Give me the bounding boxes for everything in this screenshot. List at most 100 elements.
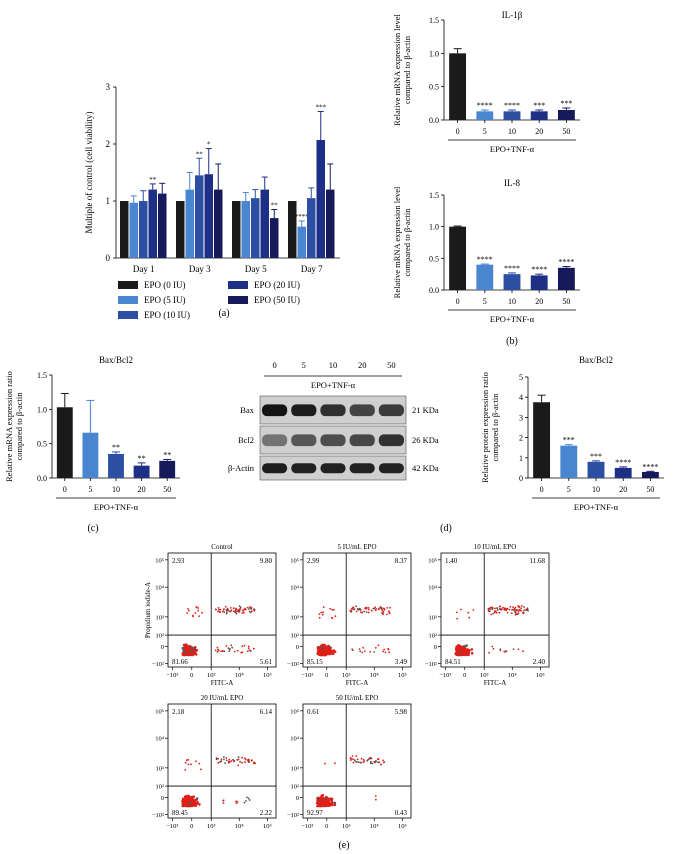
significance-label: *** <box>560 99 572 108</box>
x-tick-label: 10⁴ <box>508 672 518 679</box>
significance-label: *** <box>533 101 545 110</box>
flow-dot <box>331 617 334 619</box>
flow-dot <box>195 606 198 608</box>
significance-label: **** <box>477 101 493 110</box>
flow-dot <box>224 605 227 608</box>
flow-dot <box>219 611 222 613</box>
flow-dot <box>320 644 323 648</box>
flow-dot <box>217 649 220 652</box>
flow-dot <box>322 611 325 613</box>
flow-dot <box>360 761 362 764</box>
quadrant-value-lr: 2.40 <box>533 658 546 666</box>
x-tick-label: 20 <box>535 297 543 306</box>
flow-dot <box>527 609 529 612</box>
quadrant-value-ll: 84.51 <box>445 658 461 666</box>
flow-dot <box>357 608 360 611</box>
flow-dot <box>334 762 336 765</box>
flow-dot <box>370 757 373 760</box>
quadrant-value-ur: 5.98 <box>395 708 408 716</box>
x-tick-label: 20 <box>619 485 627 494</box>
bar <box>270 218 279 258</box>
flow-dot <box>190 799 194 802</box>
y-tick-label: 10³ <box>291 614 300 621</box>
flow-dot <box>460 649 463 652</box>
x-tick-label: 0 <box>456 127 460 136</box>
bar <box>251 198 260 258</box>
x-tick-label: 0 <box>190 672 193 679</box>
flow-dot <box>223 611 226 613</box>
flow-dot <box>375 608 378 610</box>
blot-band <box>378 434 404 447</box>
chart-c-bax-bcl2-mrna: 0.0 0.5 1.0 1.5 0 5 ** 10 ** 20 ** 50 EPO+TNF-α Bax/B… <box>4 355 180 512</box>
flow-dot <box>492 648 495 650</box>
blot-band <box>349 404 375 417</box>
flow-dot <box>350 609 352 612</box>
x-tick-label: −10³ <box>301 823 313 830</box>
western-blot: 0 5 10 20 50 EPO+TNF-α Bax 21 KDa Bcl2 26 KDa β-Ac… <box>228 360 439 481</box>
bar <box>204 174 213 258</box>
flow-dot <box>332 652 335 655</box>
x-tick-label: −10³ <box>439 672 451 679</box>
bar <box>326 189 335 258</box>
flow-dot <box>498 611 501 614</box>
flow-dot <box>359 611 362 613</box>
flow-dot <box>321 801 325 805</box>
blot-kda-label: 42 KDa <box>412 463 439 473</box>
x-tick-label: Day 7 <box>301 264 323 274</box>
flow-panel-title: 5 IU/mL EPO <box>337 543 376 551</box>
flow-dot <box>224 762 227 764</box>
x-tick-label: 0 <box>456 297 460 306</box>
flow-dot <box>355 605 357 608</box>
significance-label: *** <box>563 436 575 445</box>
flow-dot <box>188 609 190 612</box>
flow-dot <box>333 801 337 805</box>
y-tick-label: 10⁵ <box>155 708 164 715</box>
x-axis-label: EPO+TNF-α <box>490 144 535 154</box>
y-tick-label: 10⁴ <box>428 585 438 592</box>
flow-dot <box>244 608 247 611</box>
y-tick-label: 10³ <box>291 765 300 772</box>
flow-dot <box>250 608 253 610</box>
bar <box>316 140 325 258</box>
y-tick-label: 2 <box>519 434 523 443</box>
y-axis-label-line: Relative protein expression ratio <box>480 372 490 483</box>
flow-cytometry-panels: 2.93 9.80 81.66 5.61 Control 10⁵ 10⁴ 10³ 10² 0 −10… <box>144 543 550 830</box>
x-axis-label: FITC-A <box>484 679 507 687</box>
bar <box>185 189 194 258</box>
x-tick-label: 10⁴ <box>235 672 245 679</box>
flow-dot <box>234 611 237 614</box>
flow-dot <box>183 799 187 803</box>
y-axis-label: Relative mRNA expression levelcompared t… <box>392 14 412 126</box>
bar <box>288 201 297 258</box>
flow-dot <box>248 799 251 801</box>
y-tick-label: 0 <box>161 795 164 802</box>
y-tick-label: 10² <box>156 784 165 791</box>
quadrant-value-ul: 1.40 <box>445 557 458 565</box>
y-tick-label: 10⁵ <box>428 557 437 564</box>
flow-dot <box>324 762 326 765</box>
flow-dot <box>216 646 219 649</box>
flow-dot <box>195 797 199 800</box>
x-tick-label: Day 1 <box>133 264 155 274</box>
flow-dot <box>220 650 223 653</box>
flow-dot <box>187 650 190 653</box>
flow-panel: 2.99 8.37 85.15 3.49 5 IU/mL EPO 10⁵ 10⁴ 10³ 10²… <box>287 543 412 687</box>
blot-band <box>262 463 288 474</box>
flow-dot <box>386 613 388 616</box>
flow-dot <box>359 608 362 611</box>
flow-dot <box>236 649 239 652</box>
panel-label-a: (a) <box>218 308 229 319</box>
y-tick-label: 10⁵ <box>290 708 299 715</box>
legend-swatch <box>118 311 138 319</box>
blot-kda-label: 26 KDa <box>412 435 439 445</box>
flow-dot <box>225 645 228 647</box>
bar <box>560 445 578 478</box>
flow-panel-title: Control <box>211 543 232 551</box>
y-tick-label: 10² <box>429 633 438 640</box>
y-tick-label: 10³ <box>156 614 165 621</box>
significance-label: ** <box>149 176 157 184</box>
x-tick-label: 20 <box>138 485 146 494</box>
flow-dot <box>512 648 515 650</box>
x-tick-label: Day 3 <box>189 264 211 274</box>
flow-dot <box>228 758 231 761</box>
